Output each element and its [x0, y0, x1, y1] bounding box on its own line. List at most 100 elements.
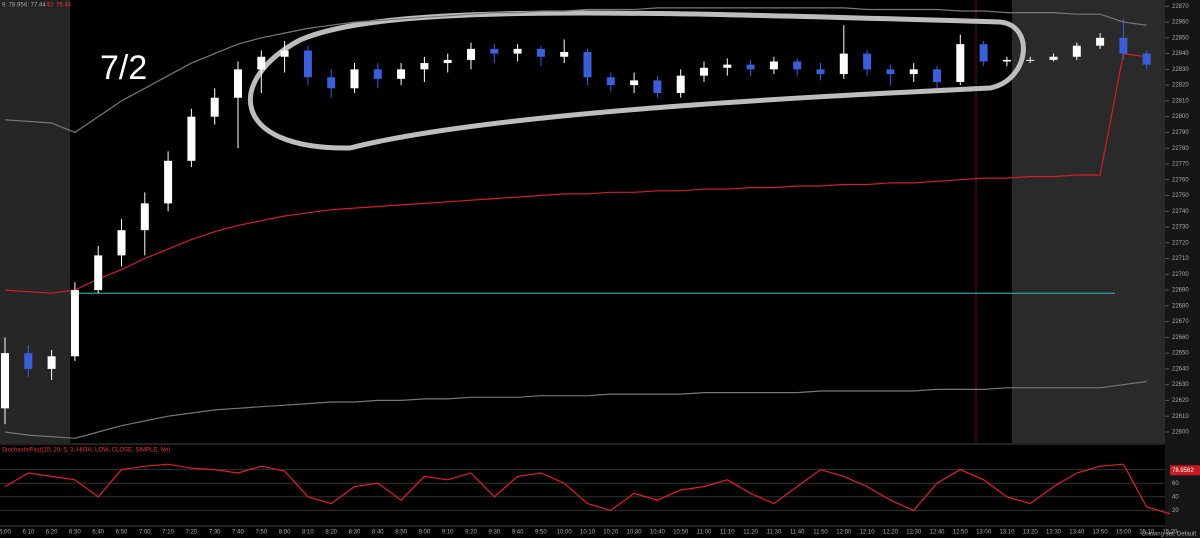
x-tick-label: 11:00	[697, 530, 712, 536]
candle-body	[816, 69, 825, 75]
candle-body	[327, 77, 336, 89]
candle-body	[513, 48, 522, 54]
candle-body	[234, 69, 242, 98]
candle-body	[676, 75, 685, 94]
x-tick-label: 8:40	[372, 530, 384, 536]
y-tick-label: 22730	[1172, 225, 1189, 231]
x-tick-label: 7:20	[186, 530, 198, 536]
x-tick-label: 15:20	[1162, 530, 1178, 536]
x-tick-label: 7:30	[209, 530, 221, 536]
candle-body	[24, 353, 33, 369]
x-tick-label: 6:40	[92, 530, 104, 536]
candle-body	[909, 69, 918, 75]
candle-body	[793, 61, 802, 70]
candle-body	[536, 48, 545, 57]
y-tick-label: 22780	[1172, 146, 1189, 152]
y-tick-label: 22840	[1172, 51, 1189, 57]
x-tick-label: 9:50	[535, 530, 547, 536]
x-tick-label: 13:30	[1046, 530, 1062, 536]
indicator-line	[4, 7, 1147, 134]
y-tick-label: 60	[1172, 481, 1179, 487]
y-tick-label: 22680	[1172, 303, 1189, 309]
candle-body	[1142, 53, 1151, 65]
indicator-line	[4, 380, 1147, 439]
candle-body	[886, 69, 895, 75]
x-tick-label: 13:50	[1093, 530, 1109, 536]
candle-body	[1096, 37, 1105, 46]
candle-body	[653, 80, 662, 94]
x-tick-label: 10:00	[557, 530, 573, 536]
y-tick-label: 22700	[1172, 272, 1189, 278]
x-tick-label: 10:40	[650, 530, 666, 536]
candle-body	[583, 52, 592, 78]
x-tick-label: 8:20	[325, 530, 337, 536]
x-tick-label: 15:00	[1116, 530, 1132, 536]
readout: 9: 78.95	[2, 3, 24, 9]
candle-body	[420, 63, 429, 70]
candle-body	[560, 52, 569, 57]
candle-body	[1026, 59, 1035, 61]
y-tick-label: 22760	[1172, 177, 1189, 183]
candle-body	[1, 353, 9, 409]
candle-body	[1002, 59, 1011, 62]
candle-body	[956, 44, 965, 82]
y-tick-label: 22750	[1172, 193, 1189, 199]
x-tick-label: 11:30	[767, 530, 782, 536]
candle-body	[839, 53, 848, 75]
x-tick-label: 6:50	[116, 530, 128, 536]
x-tick-label: 7:00	[139, 530, 151, 536]
candle-body	[863, 53, 872, 70]
x-tick-label: 12:30	[906, 530, 922, 536]
x-tick-label: 11:50	[813, 530, 828, 536]
x-tick-label: 10:50	[673, 530, 689, 536]
y-tick-label: 22720	[1172, 240, 1189, 246]
candle-body	[280, 50, 289, 57]
candle-body	[373, 69, 382, 79]
indicator-line	[4, 52, 1147, 294]
candle-body	[350, 69, 359, 89]
x-tick-label: 13:10	[999, 530, 1015, 536]
candle-body	[769, 61, 778, 70]
x-tick-label: 12:10	[860, 530, 876, 536]
y-tick-label: 22860	[1172, 20, 1189, 26]
x-tick-label: 9:40	[512, 530, 524, 536]
candle-body	[187, 116, 196, 161]
y-tick-label: 22660	[1172, 335, 1189, 341]
candle-body	[933, 69, 941, 82]
x-tick-label: 11:20	[743, 530, 758, 536]
y-tick-label: 22600	[1172, 430, 1189, 436]
candle-body	[1072, 45, 1081, 57]
candle-body	[746, 64, 755, 70]
premarket-shade	[0, 0, 70, 443]
y-tick-label: 22690	[1172, 288, 1189, 294]
x-tick-label: 9:10	[442, 530, 454, 536]
x-tick-label: 9:00	[419, 530, 431, 536]
candle-body	[723, 64, 732, 68]
x-tick-label: 9:20	[465, 530, 477, 536]
candle-body	[117, 230, 126, 256]
candle-body	[94, 255, 103, 291]
candle-body	[140, 203, 149, 231]
x-tick-label: 10:30	[627, 530, 643, 536]
candle-body	[70, 290, 79, 357]
x-tick-label: 6:10	[22, 530, 34, 536]
x-tick-label: 7:10	[162, 530, 174, 536]
y-tick-label: 22850	[1172, 35, 1189, 41]
readout-box	[0, 0, 65, 9]
y-tick-label: 22800	[1172, 114, 1189, 120]
candle-body	[979, 44, 988, 62]
candle-body	[467, 48, 475, 60]
stochastic-line	[4, 463, 1171, 515]
y-tick-label: 22830	[1172, 67, 1189, 73]
x-tick-label: 7:50	[255, 530, 267, 536]
x-tick-label: 7:40	[232, 530, 244, 536]
hand-drawn-ellipse	[247, 10, 1026, 151]
x-tick-label: 12:40	[929, 530, 945, 536]
candle-body	[1119, 37, 1128, 54]
x-tick-label: 13:20	[1023, 530, 1039, 536]
x-tick-label: 6:20	[46, 530, 58, 536]
candle-body	[303, 50, 312, 78]
x-tick-label: 15:10	[1139, 530, 1155, 536]
